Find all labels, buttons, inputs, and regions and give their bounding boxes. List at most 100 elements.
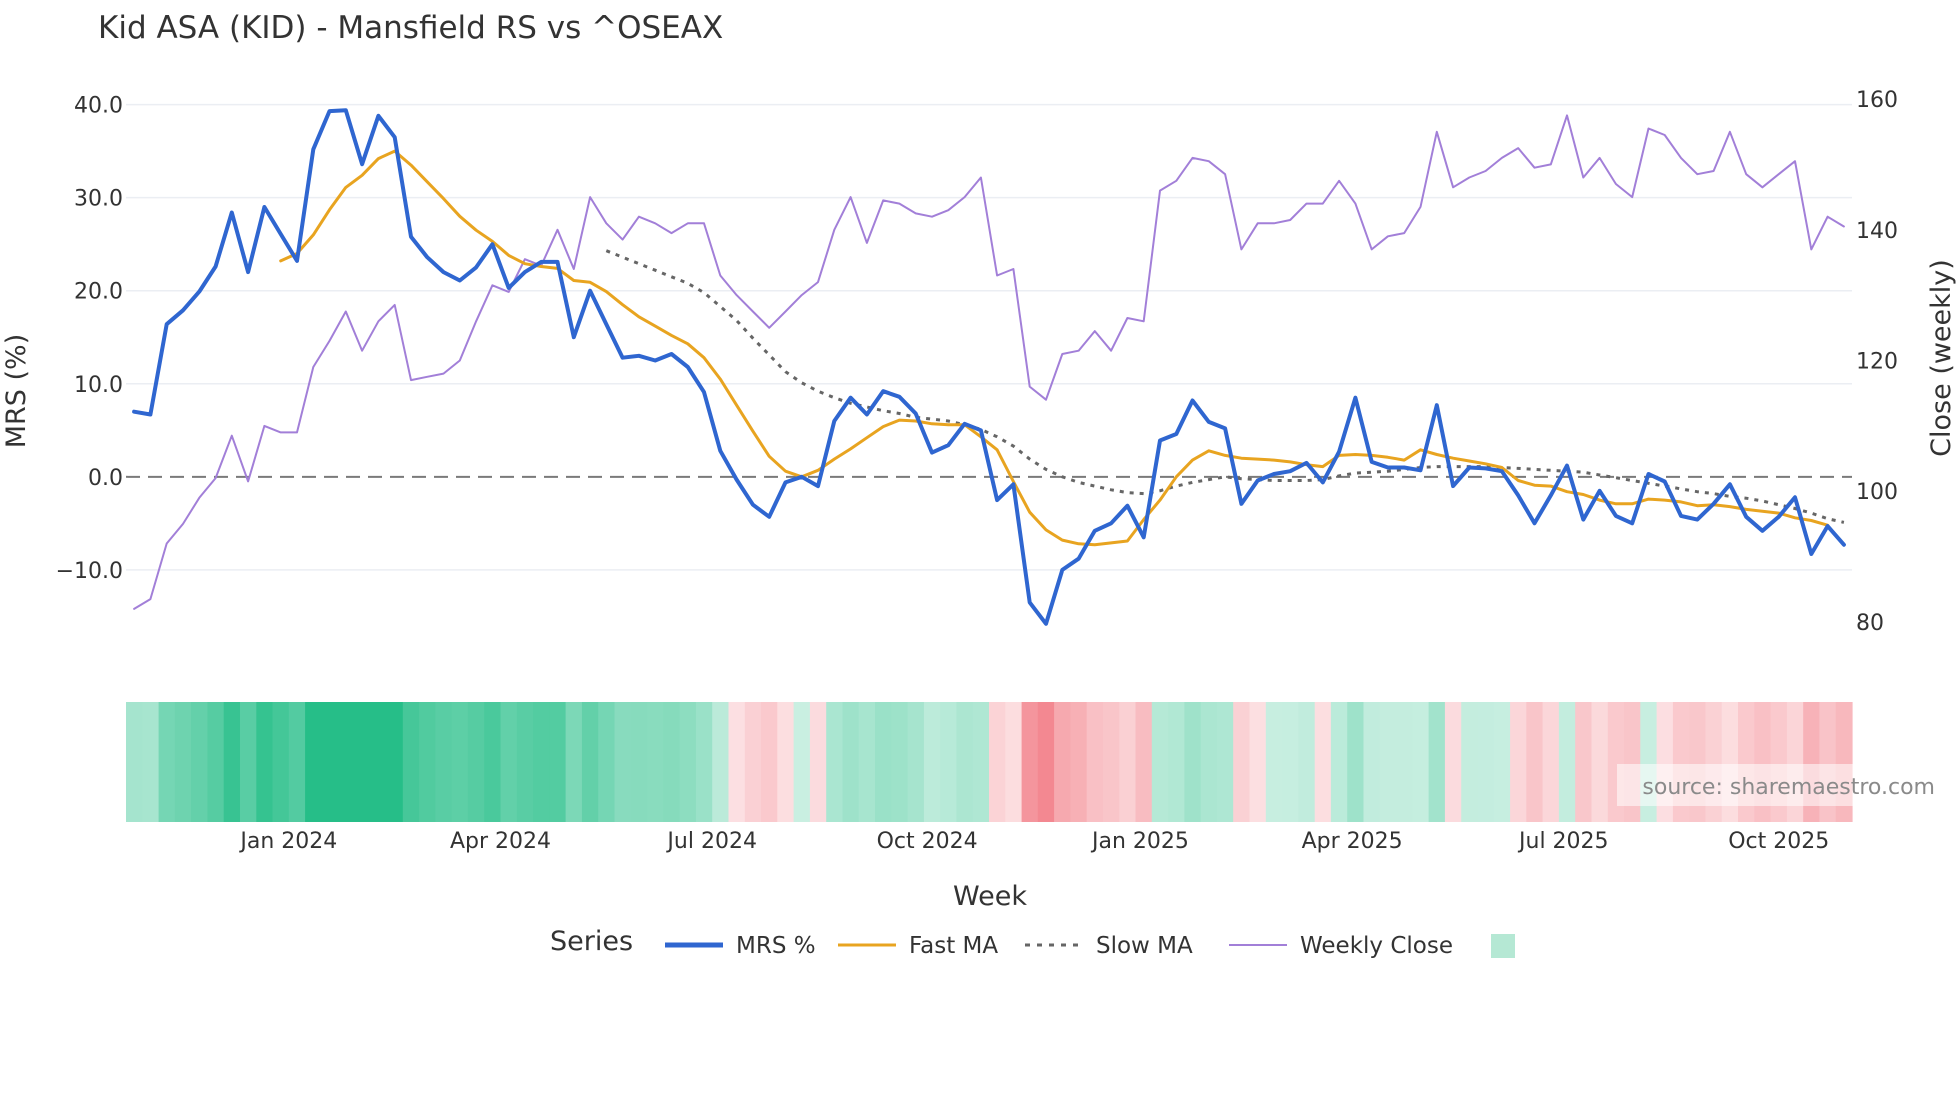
heatmap-cell: [907, 702, 925, 822]
heatmap-cell: [142, 702, 160, 822]
heatmap-cell: [419, 702, 436, 822]
heatmap-cell: [565, 702, 583, 822]
heatmap-cell: [972, 702, 990, 822]
heatmap-cell: [1054, 702, 1071, 822]
heatmap-cell: [1005, 702, 1023, 822]
heatmap-cell: [1412, 702, 1430, 822]
heatmap-cell: [940, 702, 958, 822]
heatmap-cell: [761, 702, 778, 822]
y-axis-left-title: MRS (%): [1, 334, 32, 449]
heatmap-cell: [712, 702, 730, 822]
legend: Series MRS % Fast MA Slow MA Weekly Clos…: [550, 926, 1515, 959]
heatmap-cell: [777, 702, 795, 822]
x-axis-title: Week: [953, 881, 1027, 912]
heatmap-cell: [647, 702, 664, 822]
y-left-tick-label: −10.0: [56, 559, 123, 584]
heatmap-cell: [1542, 702, 1560, 822]
heatmap-cell: [386, 702, 404, 822]
x-tick-label: Jul 2024: [665, 829, 757, 854]
heatmap-cell: [451, 702, 469, 822]
heatmap-cell: [1151, 702, 1169, 822]
heatmap-cell: [240, 702, 257, 822]
heatmap-cell: [1477, 702, 1495, 822]
heatmap-cell: [1103, 702, 1120, 822]
series-line-slow-ma: [605, 249, 1845, 524]
heatmap-cell: [223, 702, 241, 822]
heatmap-cell: [370, 702, 388, 822]
heatmap-cell: [1184, 702, 1202, 822]
legend-item-mrs[interactable]: MRS %: [665, 933, 816, 959]
heatmap-cell: [1444, 702, 1462, 822]
heatmap-cell: [663, 702, 681, 822]
chart-title: Kid ASA (KID) - Mansfield RS vs ^OSEAX: [98, 10, 723, 46]
heatmap-cell: [1379, 702, 1397, 822]
legend-item-slow-ma[interactable]: Slow MA: [1025, 933, 1193, 959]
heatmap-cell: [467, 702, 485, 822]
heatmap-cell: [728, 702, 746, 822]
heatmap-cell: [581, 702, 599, 822]
heatmap-cell: [158, 702, 176, 822]
legend-label-slow-ma: Slow MA: [1096, 933, 1193, 959]
heatmap-cell: [1396, 702, 1413, 822]
heatmap-cell: [484, 702, 502, 822]
y-left-tick-label: 10.0: [74, 373, 123, 398]
heatmap-cell: [549, 702, 567, 822]
legend-title: Series: [550, 926, 633, 957]
x-axis-ticks: Jan 2024 Apr 2024 Jul 2024 Oct 2024 Jan 2025…: [238, 829, 1829, 854]
y-axis-right-title: Close (weekly): [1926, 259, 1957, 457]
heatmap-cell: [630, 702, 648, 822]
legend-item-weekly-close[interactable]: Weekly Close: [1229, 933, 1453, 959]
heatmap-cell: [1428, 702, 1446, 822]
heatmap-cell: [989, 702, 1006, 822]
heatmap-cell: [842, 702, 860, 822]
heatmap-cell: [305, 702, 322, 822]
heatmap-cell: [337, 702, 355, 822]
heatmap-cell: [858, 702, 876, 822]
legend-label-fast-ma: Fast MA: [909, 933, 998, 959]
heatmap-cell: [1119, 702, 1137, 822]
source-backdrop: [1617, 764, 1853, 806]
heatmap-cell: [1233, 702, 1251, 822]
y-left-tick-label: 20.0: [74, 280, 123, 305]
heatmap-cell: [402, 702, 420, 822]
heatmap-cell: [1314, 702, 1332, 822]
heatmap-cell: [1461, 702, 1479, 822]
heatmap-cell: [288, 702, 306, 822]
heatmap-cell: [1282, 702, 1299, 822]
heatmap-cell: [1298, 702, 1316, 822]
x-tick-label: Jan 2025: [1090, 829, 1189, 854]
heatmap-cell: [354, 702, 371, 822]
heatmap-cell: [891, 702, 909, 822]
x-tick-label: Apr 2024: [450, 829, 551, 854]
heatmap-cell: [679, 702, 697, 822]
left-axis-ticks: 40.0 30.0 20.0 10.0 0.0 −10.0: [56, 94, 123, 584]
heatmap-cell: [256, 702, 274, 822]
legend-item-heatmap[interactable]: [1491, 934, 1515, 958]
heatmap-cell: [1021, 702, 1039, 822]
heatmap-cell: [1363, 702, 1381, 822]
legend-item-fast-ma[interactable]: Fast MA: [838, 933, 998, 959]
legend-swatch-heatmap: [1491, 934, 1515, 958]
x-tick-label: Apr 2025: [1302, 829, 1403, 854]
heatmap-cell: [1168, 702, 1185, 822]
heatmap-cell: [695, 702, 713, 822]
heatmap-cell: [207, 702, 225, 822]
x-tick-label: Oct 2025: [1728, 829, 1829, 854]
y-left-tick-label: 30.0: [74, 187, 123, 212]
y-right-tick-label: 80: [1856, 611, 1884, 636]
heatmap-cell: [956, 702, 974, 822]
heatmap-cell: [1510, 702, 1527, 822]
heatmap-cell: [321, 702, 339, 822]
heatmap-cell: [1575, 702, 1593, 822]
heatmap-cell: [191, 702, 208, 822]
heatmap-cell: [1347, 702, 1365, 822]
heatmap-cell: [500, 702, 518, 822]
heatmap-cell: [1135, 702, 1153, 822]
heatmap-cell: [1526, 702, 1544, 822]
heatmap-cell: [516, 702, 534, 822]
x-tick-label: Jul 2025: [1517, 829, 1609, 854]
right-axis-ticks: 160 140 120 100 80: [1856, 88, 1898, 636]
heatmap-cell: [744, 702, 762, 822]
source-annotation: source: sharemaestro.com: [1642, 775, 1935, 800]
